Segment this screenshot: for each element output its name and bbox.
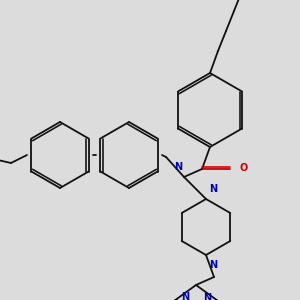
Text: N: N (209, 184, 217, 194)
Text: O: O (240, 163, 248, 173)
Text: N: N (181, 292, 189, 300)
Text: N: N (203, 293, 211, 300)
Text: N: N (209, 260, 217, 270)
Text: N: N (174, 162, 182, 172)
